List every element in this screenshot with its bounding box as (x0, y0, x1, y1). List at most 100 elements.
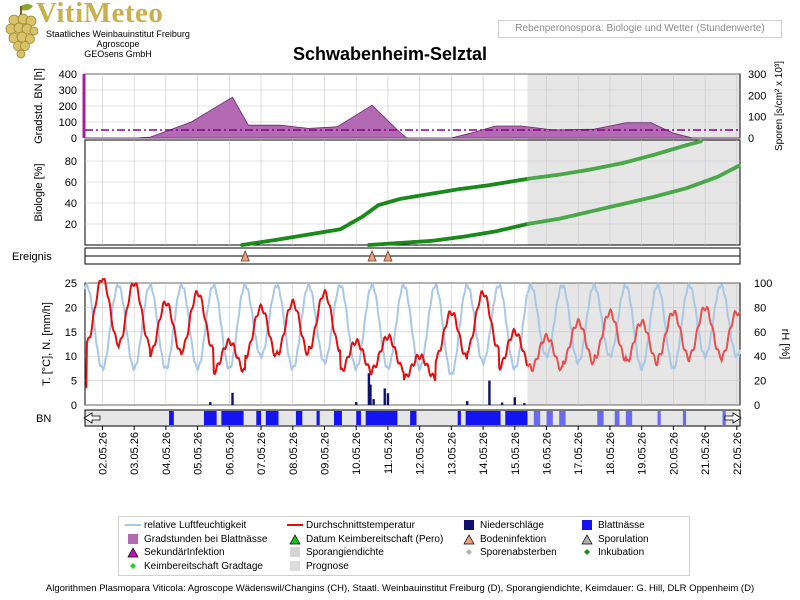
x-tick-label: 04.05.26 (161, 432, 173, 475)
rain-bar-8 (466, 401, 469, 405)
legend-item: Sporulation (579, 533, 689, 546)
bn-segment-19 (625, 411, 633, 425)
x-tick-label: 15.05.26 (510, 432, 522, 475)
bn-segment-2 (221, 411, 244, 425)
line-rh-icon (125, 524, 141, 527)
line-temp-icon (287, 524, 303, 527)
diamond-gray-icon (466, 549, 472, 556)
triangle-green-icon (289, 534, 301, 545)
rh-axis-label: rH [%] (779, 329, 791, 360)
rain-bar-4 (369, 384, 372, 405)
sporen-axis-label: Sporen [s/cm² x 10³] (774, 61, 785, 151)
triangle-gray-icon (581, 534, 593, 545)
x-tick-label: 08.05.26 (288, 432, 300, 475)
gradstunden-tick-label: 400 (59, 69, 77, 81)
x-tick-label: 13.05.26 (446, 432, 458, 475)
brand-line-1: Staatliches Weinbauinstitut Freiburg (46, 29, 190, 39)
rain-bar-0 (209, 402, 212, 405)
bodeninfektion-marker-1 (367, 249, 377, 262)
legend-item-label: Durchschnittstemperatur (306, 520, 415, 531)
bn-segment-22 (722, 411, 726, 425)
brand-line-2: Agroscope (96, 39, 140, 49)
panel-frame-1 (84, 139, 741, 246)
bn-segment-11 (457, 411, 461, 425)
legend-item-label: SekundärInfektion (144, 547, 225, 558)
biologie-tick-label: 40 (65, 198, 77, 210)
legend-item: Sporenabsterben (461, 546, 577, 559)
biologie-point (698, 139, 703, 144)
bn-segment-13 (505, 411, 528, 425)
bn-segment-15 (546, 411, 553, 425)
rh-tick-label: 20 (754, 376, 766, 388)
grape-logo-icon (5, 4, 38, 59)
rain-bar-10 (500, 402, 504, 405)
biologie-tick-label: 60 (65, 177, 77, 189)
rh-tick-label: 100 (754, 278, 772, 290)
gradstunden-tick-label: 300 (59, 85, 77, 97)
x-tick-label: 05.05.26 (193, 432, 205, 475)
temp-tick-label: 10 (65, 351, 77, 363)
bn-segment-10 (410, 411, 417, 425)
header-box: Rebenperonospora: Biologie und Wetter (S… (498, 20, 782, 38)
temp-axis-label: T. [°C], N. [mm/h] (41, 302, 53, 386)
legend-item-label: Prognose (306, 560, 349, 572)
square-lightgray-icon (290, 547, 300, 558)
x-tick-label: 17.05.26 (573, 432, 585, 475)
legend-item: Sporangiendichte (287, 546, 459, 559)
legend: relative Luftfeuchtigkeit Durchschnittste… (118, 516, 690, 576)
legend-item: Gradstunden bei Blattnässe (125, 533, 285, 546)
rh-line-prognose (526, 281, 741, 372)
bn-segment-12 (465, 411, 501, 425)
biologie-axis-label: Biologie [%] (33, 163, 45, 221)
legend-item-label: Datum Keimbereitschaft (Pero) (306, 533, 444, 545)
diamond-green-icon (584, 549, 590, 556)
x-tick-label: 02.05.26 (97, 432, 109, 475)
scroll-left-arrow-icon (83, 412, 101, 424)
legend-item-label: Sporangiendichte (306, 547, 384, 558)
x-tick-label: 18.05.26 (605, 432, 617, 475)
biologie-series-0 (240, 139, 703, 247)
square-blue-icon (582, 520, 592, 531)
square-prognose-icon (290, 560, 300, 571)
bn-segment-0 (169, 411, 174, 425)
legend-item: Niederschläge (461, 519, 577, 532)
triangle-salmon-icon (463, 534, 475, 545)
rh-tick-label: 60 (754, 327, 766, 339)
x-tick-label: 12.05.26 (415, 432, 427, 475)
x-tick-label: 21.05.26 (700, 432, 712, 475)
legend-item: Datum Keimbereitschaft (Pero) (287, 533, 459, 546)
rain-bar-12 (523, 403, 526, 405)
legend-item-label: Gradstunden bei Blattnässe (144, 533, 268, 545)
biologie-point (736, 163, 741, 168)
legend-item: Blattnässe (579, 519, 689, 532)
rain-bar-7 (386, 393, 390, 405)
legend-item: SekundärInfektion (125, 546, 285, 559)
square-purple-icon (128, 533, 138, 544)
legend-item-label: Bodeninfektion (480, 533, 547, 545)
temp-line-prognose (527, 305, 741, 373)
x-tick-label: 19.05.26 (637, 432, 649, 475)
temp-tick-label: 25 (65, 278, 77, 290)
sporen-tick-label: 200 (748, 90, 766, 102)
bn-segment-6 (316, 411, 320, 425)
legend-item-label: Inkubation (598, 547, 645, 558)
bn-segment-20 (657, 411, 661, 425)
bn-segment-3 (256, 411, 262, 425)
temp-tick-label: 0 (71, 400, 77, 412)
bodeninfektion-marker-0 (240, 249, 250, 262)
rain-bar-5 (372, 399, 375, 405)
temp-line (84, 278, 529, 390)
brand-name: VitiMeteo (36, 0, 164, 29)
diamond-lime-icon (130, 562, 136, 569)
x-tick-label: 16.05.26 (542, 432, 554, 475)
bn-segment-5 (295, 411, 303, 425)
rain-bar-3 (367, 373, 371, 405)
x-tick-label: 14.05.26 (478, 432, 490, 475)
temp-tick-label: 15 (65, 327, 77, 339)
legend-item-label: Sporulation (598, 533, 649, 545)
chart-title: Schwabenheim-Selztal (292, 44, 488, 64)
bn-segment-7 (333, 411, 342, 425)
x-tick-label: 11.05.26 (383, 432, 395, 474)
square-navy-icon (464, 520, 474, 531)
